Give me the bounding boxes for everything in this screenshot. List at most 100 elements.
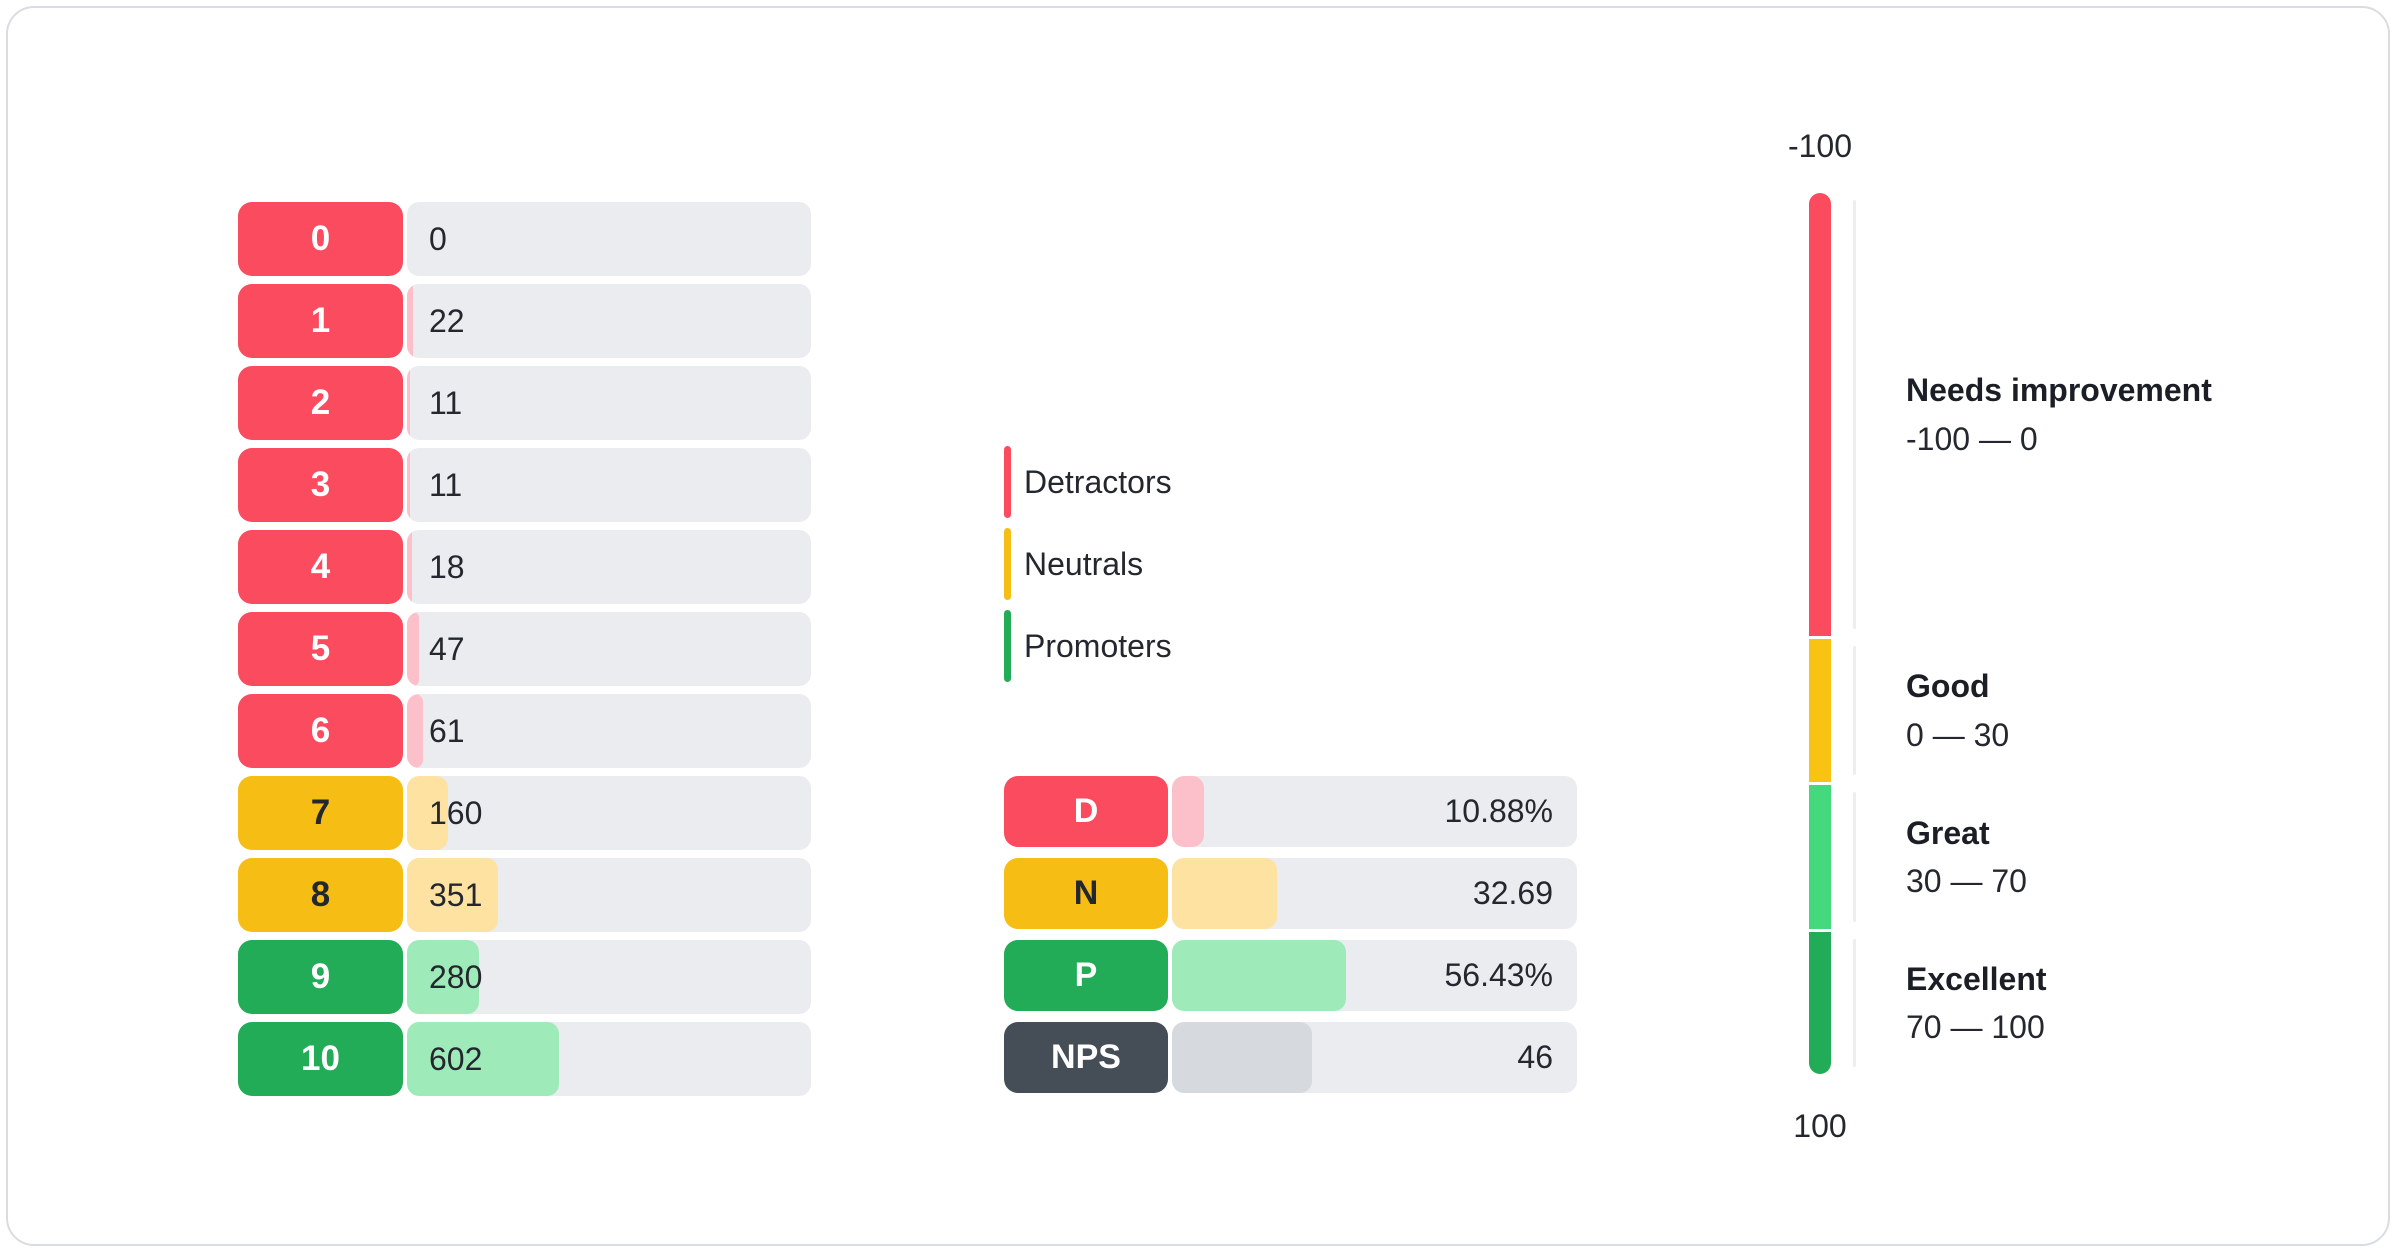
- score-track: 11: [407, 366, 811, 440]
- summary-chip: N: [1004, 858, 1168, 929]
- gauge-section-range: 70 — 100: [1906, 1009, 2045, 1045]
- gauge-section-label: Needs improvement -100 — 0: [1906, 193, 2212, 636]
- summary-track: 46: [1172, 1022, 1577, 1093]
- gauge-section-label: Good 0 — 30: [1906, 639, 2009, 782]
- score-fill: [407, 858, 498, 932]
- gauge-section-title: Great: [1906, 814, 1990, 851]
- gauge-section-range: -100 — 0: [1906, 420, 2038, 457]
- gauge-section-title: Excellent: [1906, 960, 2047, 997]
- score-chip: 6: [238, 694, 403, 768]
- score-track: 280: [407, 940, 811, 1014]
- gauge-section: Needs improvement -100 — 0: [1809, 193, 2369, 636]
- score-count: 22: [429, 302, 465, 339]
- gauge-max-negative-label: -100: [1787, 128, 1853, 164]
- legend-label: Promoters: [1024, 627, 1172, 664]
- score-fill: [407, 366, 410, 440]
- summary-row: N 32.69: [1004, 858, 1577, 929]
- gauge-body: Needs improvement -100 — 0 Good 0 — 30 Great…: [1809, 193, 2369, 1074]
- score-track: 22: [407, 284, 811, 358]
- nps-scale-gauge: -100 Needs improvement -100 — 0 Good 0 — 30…: [1788, 128, 2369, 1158]
- gauge-section: Excellent 70 — 100: [1809, 932, 2369, 1074]
- score-fill: [407, 448, 410, 522]
- summary-value: 46: [1517, 1039, 1553, 1075]
- summary-track: 32.69: [1172, 858, 1577, 929]
- score-chip: 3: [238, 448, 403, 522]
- gauge-section-title: Good: [1906, 668, 1990, 705]
- score-row: 6 61: [238, 694, 811, 768]
- score-count: 61: [429, 712, 465, 749]
- gauge-divider: [1853, 792, 1856, 922]
- legend-swatch: [1004, 610, 1011, 682]
- score-row: 8 351: [238, 858, 811, 932]
- legend-label: Detractors: [1024, 463, 1172, 500]
- gauge-section-label: Excellent 70 — 100: [1906, 932, 2047, 1074]
- summary-value: 56.43%: [1444, 957, 1553, 993]
- summary-row: NPS 46: [1004, 1022, 1577, 1093]
- score-row: 10 602: [238, 1022, 811, 1096]
- score-fill: [407, 776, 449, 850]
- gauge-segment: [1809, 932, 1831, 1074]
- legend-label: Neutrals: [1024, 545, 1144, 582]
- score-row: 4 18: [238, 530, 811, 604]
- gauge-divider: [1853, 200, 1856, 629]
- summary-fill: [1172, 858, 1277, 929]
- score-count: 11: [429, 384, 463, 421]
- summary-fill: [1172, 1022, 1313, 1093]
- score-fill: [407, 1022, 559, 1096]
- summary-fill: [1172, 940, 1347, 1011]
- score-count: 18: [429, 548, 465, 585]
- gauge-segment: [1809, 639, 1831, 782]
- score-row: 9 280: [238, 940, 811, 1014]
- score-track: 61: [407, 694, 811, 768]
- gauge-segment: [1809, 193, 1831, 636]
- legend-item: Detractors: [1004, 446, 1172, 518]
- legend-swatch: [1004, 528, 1011, 600]
- gauge-section-range: 0 — 30: [1906, 716, 2010, 753]
- score-chip: 7: [238, 776, 403, 850]
- gauge-section: Good 0 — 30: [1809, 639, 2369, 782]
- gauge-section-label: Great 30 — 70: [1906, 785, 2027, 929]
- score-distribution-chart: 0 0 1 22 2 11 3 11 4 18 5 47 6 61 7 160 8 351 9 280 10 602: [238, 202, 811, 1104]
- score-chip: 10: [238, 1022, 403, 1096]
- score-track: 602: [407, 1022, 811, 1096]
- gauge-divider: [1853, 646, 1856, 775]
- summary-value: 32.69: [1472, 875, 1553, 911]
- summary-chip: NPS: [1004, 1022, 1168, 1093]
- score-row: 2 11: [238, 366, 811, 440]
- summary-track: 10.88%: [1172, 776, 1577, 847]
- report-card: 0 0 1 22 2 11 3 11 4 18 5 47 6 61 7 160 8 351 9 280 10 602 De…: [6, 6, 2390, 1246]
- legend-swatch: [1004, 446, 1011, 518]
- score-chip: 9: [238, 940, 403, 1014]
- gauge-section: Great 30 — 70: [1809, 785, 2369, 929]
- score-fill: [407, 612, 420, 686]
- score-chip: 4: [238, 530, 403, 604]
- score-fill: [407, 530, 412, 604]
- summary-track: 56.43%: [1172, 940, 1577, 1011]
- legend-item: Neutrals: [1004, 528, 1172, 600]
- legend: Detractors Neutrals Promoters: [1004, 446, 1172, 692]
- score-count: 160: [429, 794, 483, 831]
- legend-item: Promoters: [1004, 610, 1172, 682]
- score-fill: [407, 940, 480, 1014]
- score-chip: 0: [238, 202, 403, 276]
- score-track: 160: [407, 776, 811, 850]
- score-count: 11: [429, 466, 463, 503]
- score-count: 280: [429, 958, 483, 995]
- score-count: 0: [429, 220, 447, 257]
- summary-value: 10.88%: [1444, 793, 1553, 829]
- score-count: 47: [429, 630, 465, 667]
- summary-row: P 56.43%: [1004, 940, 1577, 1011]
- score-fill: [407, 284, 413, 358]
- score-track: 0: [407, 202, 811, 276]
- score-row: 5 47: [238, 612, 811, 686]
- score-count: 602: [429, 1040, 483, 1077]
- gauge-max-positive-label: 100: [1793, 1108, 1847, 1144]
- score-row: 7 160: [238, 776, 811, 850]
- score-chip: 1: [238, 284, 403, 358]
- score-fill: [407, 694, 423, 768]
- score-chip: 2: [238, 366, 403, 440]
- summary-chip: D: [1004, 776, 1168, 847]
- score-chip: 8: [238, 858, 403, 932]
